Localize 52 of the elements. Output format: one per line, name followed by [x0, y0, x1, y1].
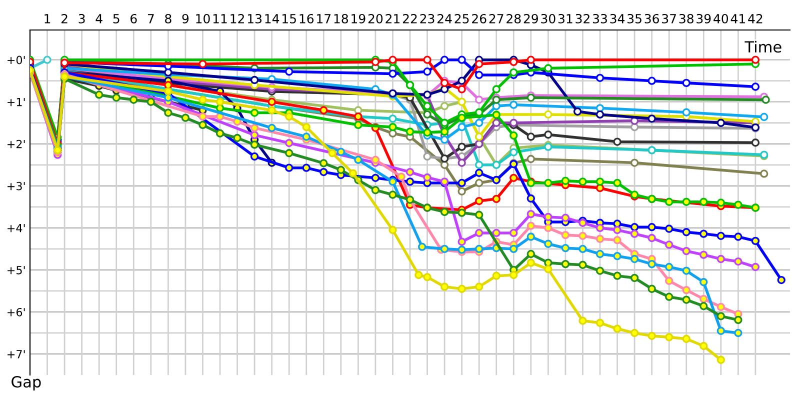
x-tick-label: 13 — [248, 14, 262, 24]
x-tick-label: 18 — [334, 14, 348, 24]
y-tick-label: +5' — [8, 266, 25, 274]
x-tick-label: 21 — [386, 14, 400, 24]
x-tick-label: 6 — [130, 14, 137, 24]
x-tick-label: 1 — [44, 14, 50, 24]
x-tick-label: 27 — [489, 14, 504, 24]
x-tick-label: 10 — [196, 14, 210, 24]
x-tick-label: 3 — [78, 14, 85, 24]
y-tick-label: +4' — [8, 224, 25, 232]
x-tick-label: 22 — [402, 14, 417, 24]
x-tick-label: 24 — [438, 14, 452, 24]
x-tick-label: 41 — [730, 14, 745, 24]
x-tick-label: 36 — [644, 14, 659, 24]
x-tick-label: 11 — [213, 14, 227, 24]
x-tick-label: 39 — [696, 14, 711, 24]
x-tick-label: 4 — [96, 14, 102, 24]
y-tick-label: +7' — [8, 350, 25, 358]
x-tick-label: 34 — [610, 14, 625, 24]
x-tick-label: 37 — [662, 14, 676, 24]
x-tick-label: 26 — [472, 14, 486, 24]
x-tick-label: 8 — [165, 14, 172, 24]
x-tick-label: 25 — [454, 14, 469, 24]
x-tick-label: 31 — [558, 14, 572, 24]
x-tick-label: 16 — [300, 14, 314, 24]
x-tick-label: 42 — [748, 14, 762, 24]
x-tick-label: 5 — [113, 14, 120, 24]
y-tick-label: +3' — [8, 182, 25, 190]
x-tick-label: 35 — [628, 14, 642, 24]
x-tick-label: 15 — [282, 14, 296, 24]
x-tick-label: 29 — [524, 14, 538, 24]
x-axis-title: Time — [744, 40, 782, 53]
y-tick-label: +6' — [8, 308, 25, 316]
x-tick-label: 9 — [182, 14, 189, 24]
x-tick-label: 30 — [541, 14, 556, 24]
y-tick-label: +0' — [8, 56, 25, 64]
x-tick-label: 14 — [265, 14, 280, 24]
x-tick-label: 19 — [352, 14, 366, 24]
y-axis-title: Gap — [12, 376, 41, 391]
x-tick-label: 20 — [368, 14, 383, 24]
x-tick-label: 7 — [148, 14, 154, 24]
y-tick-label: +1' — [8, 98, 25, 106]
x-tick-label: 40 — [714, 14, 728, 24]
x-tick-label: 28 — [506, 14, 521, 24]
x-tick-label: 38 — [679, 14, 694, 24]
x-tick-label: 2 — [61, 14, 68, 24]
y-tick-label: +2' — [8, 140, 25, 148]
x-tick-label: 32 — [576, 14, 590, 24]
x-tick-label: 23 — [420, 14, 434, 24]
x-tick-label: 17 — [317, 14, 331, 24]
x-tick-label: 33 — [593, 14, 607, 24]
x-tick-label: 12 — [230, 14, 244, 24]
